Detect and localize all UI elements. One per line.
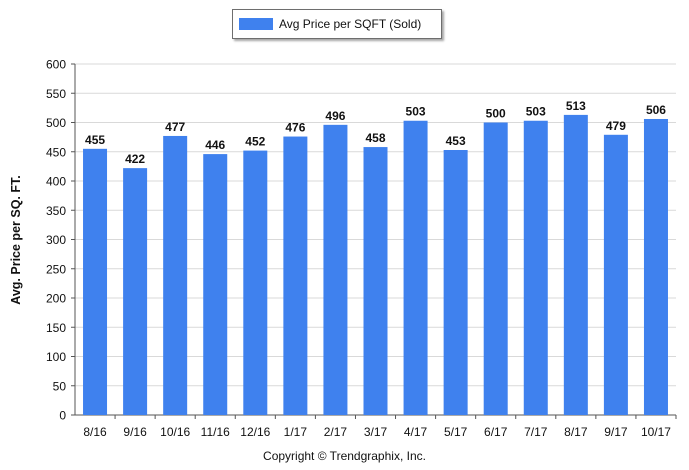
x-tick-label: 11/16 [201,425,230,439]
data-label: 458 [365,131,385,145]
data-label: 476 [285,121,305,135]
data-label: 452 [245,135,265,149]
data-label: 503 [406,105,426,119]
x-tick-label: 9/17 [604,425,628,439]
y-tick-label: 50 [53,379,67,393]
data-label: 506 [646,103,666,117]
x-tick-label: 10/17 [641,425,671,439]
x-tick-label: 8/17 [564,425,588,439]
data-label: 513 [566,99,586,113]
bar [203,154,228,415]
bar [243,150,268,415]
x-tick-label: 9/16 [123,425,147,439]
data-label: 453 [446,134,466,148]
bar [603,134,628,415]
bar [83,148,108,415]
y-tick-label: 250 [46,262,66,276]
x-tick-label: 1/17 [284,425,308,439]
data-label: 422 [125,152,145,166]
bar [483,122,508,415]
bar [523,120,548,416]
y-tick-label: 600 [46,58,66,72]
data-label: 455 [85,133,105,147]
y-axis-label: Avg. Price per SQ. FT. [9,175,23,305]
legend-swatch [239,18,273,30]
x-tick-label: 8/16 [83,425,107,439]
y-tick-label: 150 [46,321,66,335]
y-tick-label: 450 [46,145,66,159]
x-tick-label: 4/17 [404,425,428,439]
copyright-text: Copyright © Trendgraphix, Inc. [263,449,426,463]
bar [363,147,388,415]
y-tick-label: 500 [46,116,66,130]
bar [283,136,308,416]
data-label: 500 [486,107,506,121]
x-tick-label: 2/17 [324,425,348,439]
y-tick-label: 550 [46,87,66,101]
bar [403,120,428,416]
y-tick-label: 350 [46,204,66,218]
x-tick-label: 3/17 [364,425,388,439]
y-tick-label: 400 [46,175,66,189]
y-tick-label: 0 [59,409,66,423]
y-tick-label: 100 [46,350,66,364]
x-tick-label: 12/16 [240,425,270,439]
bar [323,124,348,415]
data-label: 479 [606,119,626,133]
x-tick-label: 10/16 [160,425,190,439]
x-tick-label: 5/17 [444,425,468,439]
data-label: 496 [325,109,345,123]
y-tick-label: 300 [46,233,66,247]
data-label: 477 [165,120,185,134]
bar [443,149,468,415]
bar [563,114,588,416]
data-label: 446 [205,138,225,152]
bar [163,135,188,415]
y-tick-label: 200 [46,292,66,306]
x-tick-label: 7/17 [524,425,548,439]
legend: Avg Price per SQFT (Sold) [232,9,442,39]
bar [123,168,148,415]
legend-label: Avg Price per SQFT (Sold) [279,17,422,31]
x-tick-label: 6/17 [484,425,508,439]
data-label: 503 [526,105,546,119]
bar [643,118,668,416]
